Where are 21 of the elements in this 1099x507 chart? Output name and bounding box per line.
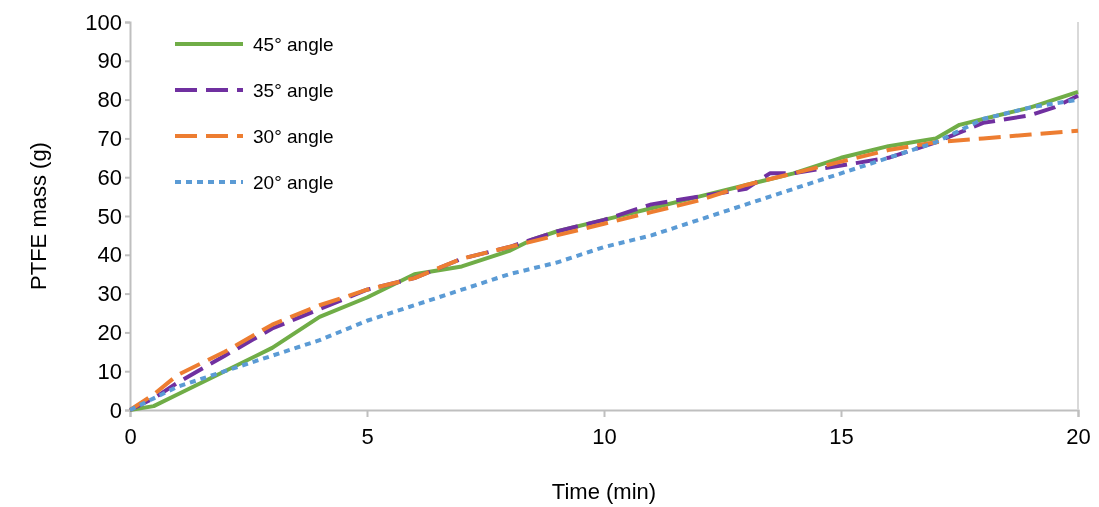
x-tick-label: 5 <box>361 424 374 450</box>
x-tick-label: 10 <box>592 424 617 450</box>
y-tick-label: 10 <box>97 358 122 384</box>
y-tick-label: 30 <box>97 281 122 307</box>
y-axis-title: PTFE mass (g) <box>26 142 51 290</box>
y-tick-label: 80 <box>97 87 122 113</box>
y-tick-label: 0 <box>109 397 122 423</box>
legend-label: 30° angle <box>253 126 334 147</box>
legend-label: 20° angle <box>253 172 334 193</box>
legend-label: 35° angle <box>253 80 334 101</box>
x-tick-label: 15 <box>829 424 854 450</box>
legend-label: 45° angle <box>253 34 334 55</box>
y-tick-label: 70 <box>97 125 122 151</box>
y-tick-label: 50 <box>97 203 122 229</box>
y-tick-label: 60 <box>97 164 122 190</box>
y-tick-label: 20 <box>97 319 122 345</box>
x-axis-title: Time (min) <box>551 479 657 504</box>
y-tick-label: 100 <box>85 9 122 35</box>
x-tick-label: 20 <box>1066 424 1091 450</box>
y-tick-label: 40 <box>97 242 122 268</box>
y-tick-label: 90 <box>97 48 122 74</box>
